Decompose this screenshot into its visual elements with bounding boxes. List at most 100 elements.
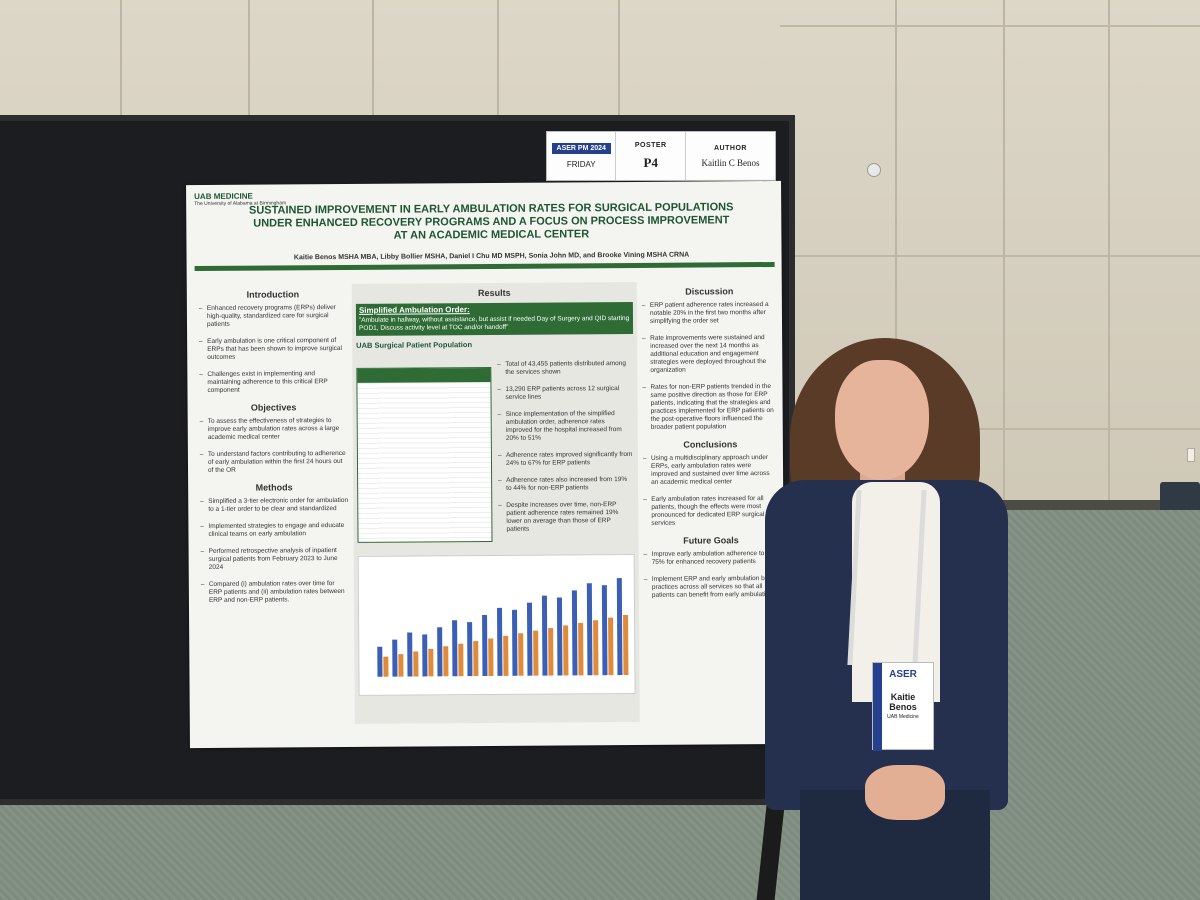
poster-authors: Kaitie Benos MSHA MBA, Libby Bollier MSH… (293, 251, 690, 262)
badge-name: Kaitie Benos (873, 692, 933, 712)
trash-bin (1160, 482, 1200, 510)
research-poster: UAB MEDICINE The University of Alabama a… (186, 180, 785, 749)
right-column: Discussion ERP patient adherence rates i… (642, 281, 779, 609)
author-label: AUTHOR (714, 144, 747, 152)
population-heading: UAB Surgical Patient Population (356, 340, 473, 350)
discussion-heading: Discussion (685, 286, 734, 297)
adherence-bar-chart (357, 553, 636, 696)
list-item: Compared (i) ambulation rates over time … (201, 580, 349, 605)
title-divider (194, 261, 775, 272)
future-goals-list: Improve early ambulation adherence to 75… (644, 550, 779, 600)
presenter-hands (865, 765, 945, 820)
list-item: Using a multidisciplinary approach under… (643, 454, 778, 487)
presenter-face (835, 360, 929, 480)
list-item: Implement ERP and early ambulation best … (644, 575, 779, 600)
service-table (356, 366, 493, 543)
list-item: Total of 43,455 patients distributed amo… (497, 360, 632, 377)
list-item: Early ambulation rates increased for all… (643, 495, 778, 528)
non-erp-bar (473, 641, 479, 677)
erp-bar (541, 595, 548, 676)
methods-list: Simplified a 3-tier electronic order for… (200, 497, 349, 605)
lanyard (847, 490, 927, 665)
conclusions-heading: Conclusions (683, 439, 738, 450)
poster-label: POSTER (634, 141, 667, 149)
placard-poster: POSTER P4 (616, 132, 686, 180)
list-item: Challenges exist in implementing and mai… (199, 370, 347, 395)
list-item: Enhanced recovery programs (ERPs) delive… (199, 304, 347, 329)
non-erp-bar (533, 630, 539, 676)
wall-sensor (867, 163, 881, 177)
poster-placard: ASER PM 2024 FRIDAY POSTER P4 AUTHOR Kai… (546, 131, 776, 181)
poster-title: SUSTAINED IMPROVEMENT IN EARLY AMBULATIO… (248, 201, 734, 242)
non-erp-bar (623, 615, 629, 676)
introduction-list: Enhanced recovery programs (ERPs) delive… (199, 304, 348, 395)
logo-text: UAB MEDICINE (194, 191, 253, 202)
erp-bar (377, 646, 383, 677)
erp-bar (482, 614, 488, 677)
wall-panel-seam (780, 428, 1200, 430)
results-column: Results Simplified Ambulation Order: "Am… (351, 281, 640, 724)
list-item: Despite increases over time, non-ERP pat… (498, 501, 633, 534)
placard-day: FRIDAY (566, 160, 596, 169)
list-item: Rate improvements were sustained and inc… (642, 334, 777, 375)
non-erp-bar (518, 633, 524, 676)
list-item: To assess the effectiveness of strategie… (200, 417, 348, 442)
badge-first-name: Kaitie (890, 692, 916, 702)
future-goals-heading: Future Goals (683, 535, 739, 546)
list-item: Adherence rates also increased from 19% … (498, 476, 633, 493)
results-list: Total of 43,455 patients distributed amo… (497, 360, 633, 543)
erp-bar (392, 639, 398, 677)
simplified-order-box: Simplified Ambulation Order: "Ambulate i… (355, 301, 634, 336)
list-item: ERP patient adherence rates increased a … (642, 301, 777, 326)
list-item: Since implementation of the simplified a… (498, 410, 633, 443)
non-erp-bar (488, 638, 494, 676)
chart-svg (377, 578, 629, 677)
non-erp-bar (428, 648, 434, 677)
author-name: Kaitlin C Benos (701, 157, 760, 168)
discussion-list: ERP patient adherence rates increased a … (642, 301, 778, 432)
badge-affiliation: UAB Medicine (887, 714, 919, 720)
badge-role-stripe (873, 663, 882, 751)
non-erp-bar (458, 643, 464, 677)
wall-panel-seam (1108, 0, 1110, 500)
erp-bar (616, 578, 623, 676)
non-erp-bar (548, 628, 554, 676)
erp-bar (526, 602, 533, 676)
results-box: Results Simplified Ambulation Order: "Am… (351, 281, 640, 724)
wall-panel-seam (895, 0, 897, 500)
erp-bar (467, 622, 473, 677)
erp-bar (601, 585, 608, 676)
list-item: Adherence rates improved significantly f… (498, 451, 633, 468)
erp-bar (586, 583, 593, 676)
conclusions-list: Using a multidisciplinary approach under… (643, 454, 779, 528)
non-erp-bar (503, 635, 509, 676)
placard-author: AUTHOR Kaitlin C Benos (686, 132, 775, 180)
objectives-list: To assess the effectiveness of strategie… (200, 417, 348, 475)
list-item: Early ambulation is one critical compone… (199, 337, 347, 362)
order-text: "Ambulate in hallway, without assistance… (358, 314, 630, 332)
badge-logo: ASER (889, 669, 917, 680)
table-header (357, 367, 491, 383)
order-heading: Simplified Ambulation Order: (358, 305, 470, 315)
erp-bar (452, 620, 458, 677)
wall-panel-seam (780, 25, 1200, 27)
erp-bar (422, 634, 428, 677)
non-erp-bar (383, 656, 389, 677)
poster-number: P4 (643, 154, 658, 170)
erp-bar (437, 627, 443, 677)
list-item: Implemented strategies to engage and edu… (200, 522, 348, 539)
erp-bar (556, 597, 563, 676)
non-erp-bar (593, 620, 599, 676)
placard-event: ASER PM 2024 FRIDAY (547, 132, 617, 180)
erp-bar (497, 607, 503, 676)
non-erp-bar (443, 646, 449, 677)
badge-last-name: Benos (889, 702, 917, 712)
list-item: Improve early ambulation adherence to 75… (644, 550, 779, 567)
erp-bar (512, 609, 518, 676)
event-badge: ASER PM 2024 (551, 143, 611, 154)
list-item: Simplified a 3-tier electronic order for… (200, 497, 348, 514)
non-erp-bar (608, 617, 614, 676)
methods-heading: Methods (255, 482, 293, 493)
list-item: To understand factors contributing to ad… (200, 450, 348, 475)
wall-panel-seam (1003, 0, 1005, 500)
